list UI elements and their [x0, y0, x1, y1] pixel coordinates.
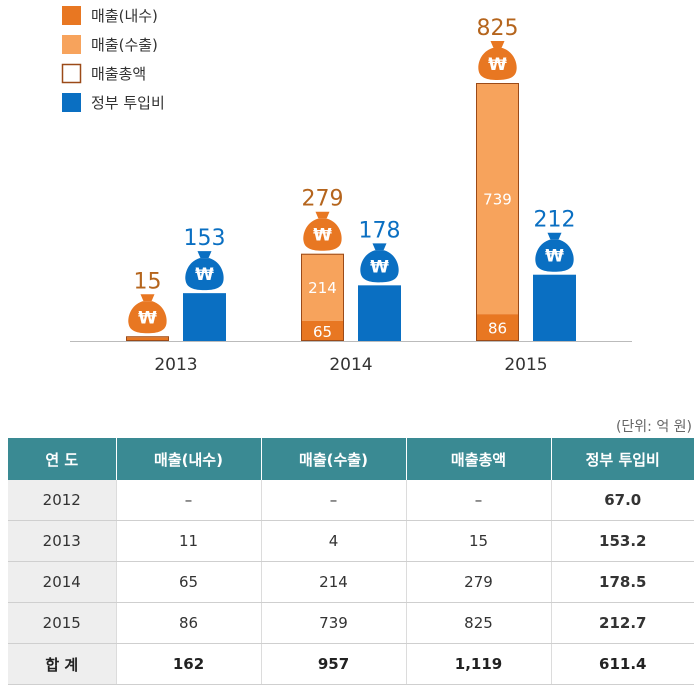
svg-text:₩: ₩: [138, 308, 157, 328]
table-cell: 162: [115, 643, 261, 685]
money-bag-icon: ₩: [478, 41, 517, 80]
table-cell: 86: [115, 602, 261, 644]
segment-label: 86: [488, 320, 507, 338]
bar-gov: [183, 293, 226, 341]
bar-domestic: [476, 314, 519, 341]
table-cell: 2014: [8, 561, 116, 603]
svg-text:₩: ₩: [545, 247, 564, 267]
segment-label: 65: [313, 323, 332, 341]
legend-swatch: [62, 6, 81, 25]
svg-text:₩: ₩: [488, 55, 507, 75]
legend-label: 매출(수출): [91, 36, 158, 54]
table-row: 2012 – – – 67.0: [8, 480, 694, 521]
table-cell: 739: [260, 602, 406, 644]
header-domestic: 매출(내수): [115, 438, 261, 480]
table-cell: 611.4: [550, 643, 694, 685]
legend-label: 매출(내수): [91, 7, 158, 25]
table-cell: 2015: [8, 602, 116, 644]
table-cell: 65: [115, 561, 261, 603]
money-bag-icon: ₩: [128, 294, 167, 334]
table-cell: 11: [115, 520, 261, 562]
header-year: 연 도: [8, 438, 116, 480]
data-label: 279: [302, 187, 344, 212]
bar-export: [301, 253, 344, 321]
bar-total-outline: [301, 253, 344, 341]
money-bag-icon: ₩: [535, 232, 574, 272]
money-bag-icon: ₩: [360, 243, 399, 283]
data-label: 153: [184, 226, 226, 251]
svg-text:₩: ₩: [370, 257, 389, 277]
table-row: 2014 65 214 279 178.5: [8, 561, 694, 603]
bar-total-outline: [126, 336, 169, 341]
table-cell: –: [260, 480, 406, 521]
table-cell: 1,119: [405, 643, 551, 685]
bar-domestic: [301, 320, 344, 341]
x-tick-label: 2014: [329, 355, 372, 375]
svg-text:₩: ₩: [313, 226, 332, 246]
table-total-row: 합 계 162 957 1,119 611.4: [8, 643, 694, 685]
legend-swatch: [62, 35, 81, 54]
table-cell: 825: [405, 602, 551, 644]
segment-label: 739: [483, 191, 512, 209]
data-label: 212: [534, 208, 576, 233]
table-cell: 15: [405, 520, 551, 562]
money-bag-icon: ₩: [303, 211, 342, 251]
table-cell: 합 계: [8, 643, 116, 685]
bar-export: [476, 83, 519, 315]
table-cell: –: [115, 480, 261, 521]
table-cell: 2012: [8, 480, 116, 521]
header-export: 매출(수출): [260, 438, 406, 480]
table-cell: 2013: [8, 520, 116, 562]
legend-swatch: [62, 93, 81, 112]
table-cell: 67.0: [550, 480, 694, 521]
header-gov: 정부 투입비: [550, 438, 694, 480]
data-label: 178: [359, 218, 401, 243]
data-table: 연 도 매출(내수) 매출(수출) 매출총액 정부 투입비 2012 – – –…: [8, 438, 694, 685]
table-cell: 279: [405, 561, 551, 603]
svg-text:₩: ₩: [195, 265, 214, 285]
bar-gov: [533, 274, 576, 341]
table-row: 2013 11 4 15 153.2: [8, 520, 694, 562]
legend-swatch: [61, 63, 82, 84]
data-label: 15: [134, 269, 162, 294]
table-cell: 4: [260, 520, 406, 562]
bar-domestic: [126, 337, 169, 341]
x-tick-label: 2013: [154, 355, 197, 375]
table-cell: 212.7: [550, 602, 694, 644]
table-cell: 214: [260, 561, 406, 603]
segment-label: 214: [308, 279, 337, 297]
table-cell: –: [405, 480, 551, 521]
legend-label: 매출총액: [91, 65, 146, 83]
table-row: 2015 86 739 825 212.7: [8, 602, 694, 644]
money-bag-icon: ₩: [185, 251, 224, 291]
bar-gov: [358, 285, 401, 341]
legend-label: 정부 투입비: [91, 94, 165, 112]
x-tick-label: 2015: [504, 355, 547, 375]
table-cell: 957: [260, 643, 406, 685]
bar-total-outline: [476, 83, 519, 341]
unit-note: (단위: 억 원): [615, 419, 692, 435]
data-label: 825: [477, 16, 519, 41]
table-header-row: 연 도 매출(내수) 매출(수출) 매출총액 정부 투입비: [8, 438, 694, 480]
header-total: 매출총액: [405, 438, 551, 480]
table-cell: 178.5: [550, 561, 694, 603]
table-cell: 153.2: [550, 520, 694, 562]
